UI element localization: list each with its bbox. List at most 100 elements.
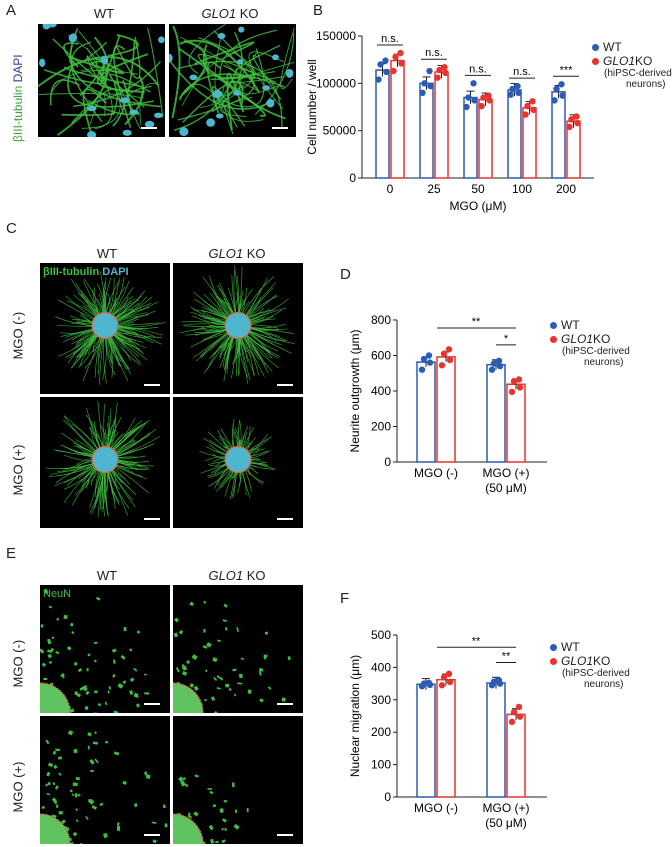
panel-f-chart: 0 100 200 300 400 500 Nuclear migration (μm) MG… xyxy=(348,628,547,830)
significance-label: n.s. xyxy=(425,47,443,59)
data-point xyxy=(515,703,523,711)
bar xyxy=(390,59,405,179)
micrograph-c-ko-plus xyxy=(173,397,303,528)
data-point xyxy=(434,74,441,81)
y-tick-label: 150000 xyxy=(316,29,356,43)
y-tick-label: 500 xyxy=(371,628,391,642)
y-tick-label: 600 xyxy=(371,349,391,363)
data-point xyxy=(426,67,433,75)
panel-c-col-wt: WT xyxy=(96,246,118,261)
x-tick-label: 50 xyxy=(471,182,485,196)
legend-dot-wt xyxy=(592,43,599,51)
bar xyxy=(436,356,456,463)
panel-e-col-ko: GLO1 KO xyxy=(208,568,266,583)
y-tick-label: 0 xyxy=(384,790,391,804)
legend-dot-ko xyxy=(592,57,599,65)
x-tick-label: MGO (+) xyxy=(483,801,530,815)
data-point xyxy=(574,119,581,127)
data-point xyxy=(392,53,399,61)
y-tick-label: 0 xyxy=(349,171,356,185)
y-tick-label: 200 xyxy=(371,420,391,434)
x-tick-label: 25 xyxy=(427,182,441,196)
data-point xyxy=(390,67,397,75)
data-point xyxy=(441,64,448,71)
micrograph-e-wt-minus: NeuN xyxy=(40,585,170,713)
panel-b-chart: 0 50000 100000 150000 Cell number / well 0 n.s… xyxy=(305,29,594,213)
data-point xyxy=(480,94,487,101)
micrograph-a-wt xyxy=(38,24,165,137)
data-point xyxy=(495,677,503,684)
panel-e-label: E xyxy=(6,545,17,562)
micrograph-c-wt-plus xyxy=(40,397,170,528)
y-tick-label: 100 xyxy=(371,758,391,772)
micrograph-c-wt-minus: βIII-tubulin DAPI xyxy=(40,263,170,394)
data-point xyxy=(382,57,389,64)
panel-d-legend: WT GLO1 KO (hiPSC-derived neurons) xyxy=(550,318,630,368)
x-tick-sublabel: (50 μM) xyxy=(485,816,527,830)
y-tick-label: 400 xyxy=(371,660,391,674)
panel-b-label: B xyxy=(313,2,324,19)
significance-label: *** xyxy=(560,64,574,76)
data-point xyxy=(427,82,434,90)
data-point xyxy=(440,350,448,357)
data-point xyxy=(420,680,428,687)
data-point xyxy=(516,384,524,391)
panel-f-legend: WT GLO1 KO (hiPSC-derived neurons) xyxy=(550,640,630,690)
y-axis-label: Cell number / well xyxy=(305,59,319,154)
data-point xyxy=(522,111,529,118)
x-tick-label: MGO (-) xyxy=(414,801,458,815)
data-point xyxy=(508,718,516,726)
y-axis-label: Neurite outgrowth (μm) xyxy=(348,330,362,453)
significance-label: ** xyxy=(472,316,481,328)
data-point xyxy=(375,76,382,83)
bar xyxy=(375,69,390,179)
y-tick-label: 100000 xyxy=(316,76,356,90)
significance-label: * xyxy=(504,333,509,345)
significance-label: ** xyxy=(502,651,511,663)
bar xyxy=(416,361,436,463)
significance-label: n.s. xyxy=(513,66,531,78)
data-point xyxy=(551,97,558,104)
x-tick-label: MGO (-) xyxy=(414,466,458,480)
significance-label: n.s. xyxy=(381,33,399,45)
legend-dot-ko xyxy=(550,335,557,343)
data-point xyxy=(529,98,536,105)
panel-c-inset-label: βIII-tubulin DAPI xyxy=(43,266,129,278)
x-tick-label: MGO (+) xyxy=(483,466,530,480)
data-point xyxy=(510,708,518,716)
data-point xyxy=(470,80,477,87)
micrograph-a-ko xyxy=(169,24,296,137)
bar xyxy=(434,71,449,179)
panel-e-col-wt: WT xyxy=(96,568,118,583)
panel-d-label: D xyxy=(340,266,351,283)
x-axis-label: MGO (μM) xyxy=(450,199,507,213)
data-point xyxy=(507,91,514,98)
data-point xyxy=(553,85,560,93)
data-point xyxy=(438,362,446,369)
data-point xyxy=(436,66,443,74)
panel-a-label: A xyxy=(6,2,17,19)
data-point xyxy=(566,123,573,131)
data-point xyxy=(440,673,448,681)
panel-c-col-ko: GLO1 KO xyxy=(208,246,266,261)
data-point xyxy=(421,80,428,87)
bar xyxy=(419,82,434,179)
data-point xyxy=(485,92,492,99)
panel-b-legend: WT GLO1 KO (hiPSC-derived neurons) xyxy=(592,40,672,90)
data-point xyxy=(496,362,504,370)
y-axis-label: Nuclear migration (μm) xyxy=(348,655,362,777)
y-tick-label: 0 xyxy=(384,455,391,469)
bar xyxy=(522,107,537,179)
y-tick-label: 400 xyxy=(371,384,391,398)
data-point xyxy=(425,352,433,359)
data-point xyxy=(530,106,537,114)
data-point xyxy=(446,678,454,686)
panel-c-label: C xyxy=(6,220,17,237)
data-point xyxy=(383,68,390,76)
data-point xyxy=(397,49,404,57)
data-point xyxy=(488,366,496,373)
x-tick-label: 100 xyxy=(512,182,532,196)
data-point xyxy=(463,103,470,111)
panel-a-col-wt: WT xyxy=(93,6,115,21)
data-point xyxy=(478,102,485,110)
